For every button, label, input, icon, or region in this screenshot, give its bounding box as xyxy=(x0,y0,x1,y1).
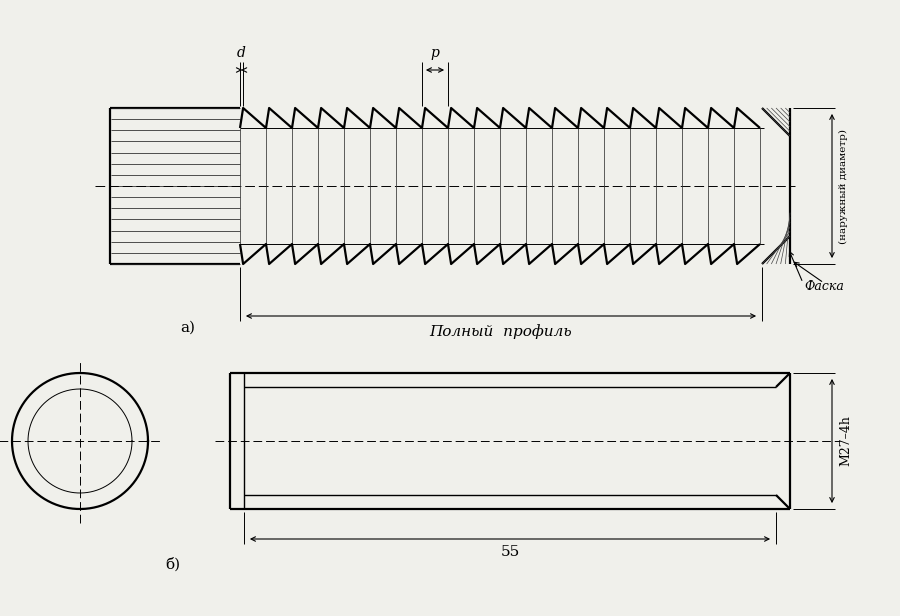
Text: p: p xyxy=(430,46,439,60)
Text: M27–4h: M27–4h xyxy=(839,416,852,466)
Text: Фаска: Фаска xyxy=(804,280,844,293)
Text: 55: 55 xyxy=(500,545,519,559)
Text: d: d xyxy=(237,46,246,60)
Text: Полный  профиль: Полный профиль xyxy=(429,324,572,339)
Text: б): б) xyxy=(165,557,180,572)
Text: (наружный диаметр): (наружный диаметр) xyxy=(839,129,848,243)
Text: а): а) xyxy=(180,321,195,335)
